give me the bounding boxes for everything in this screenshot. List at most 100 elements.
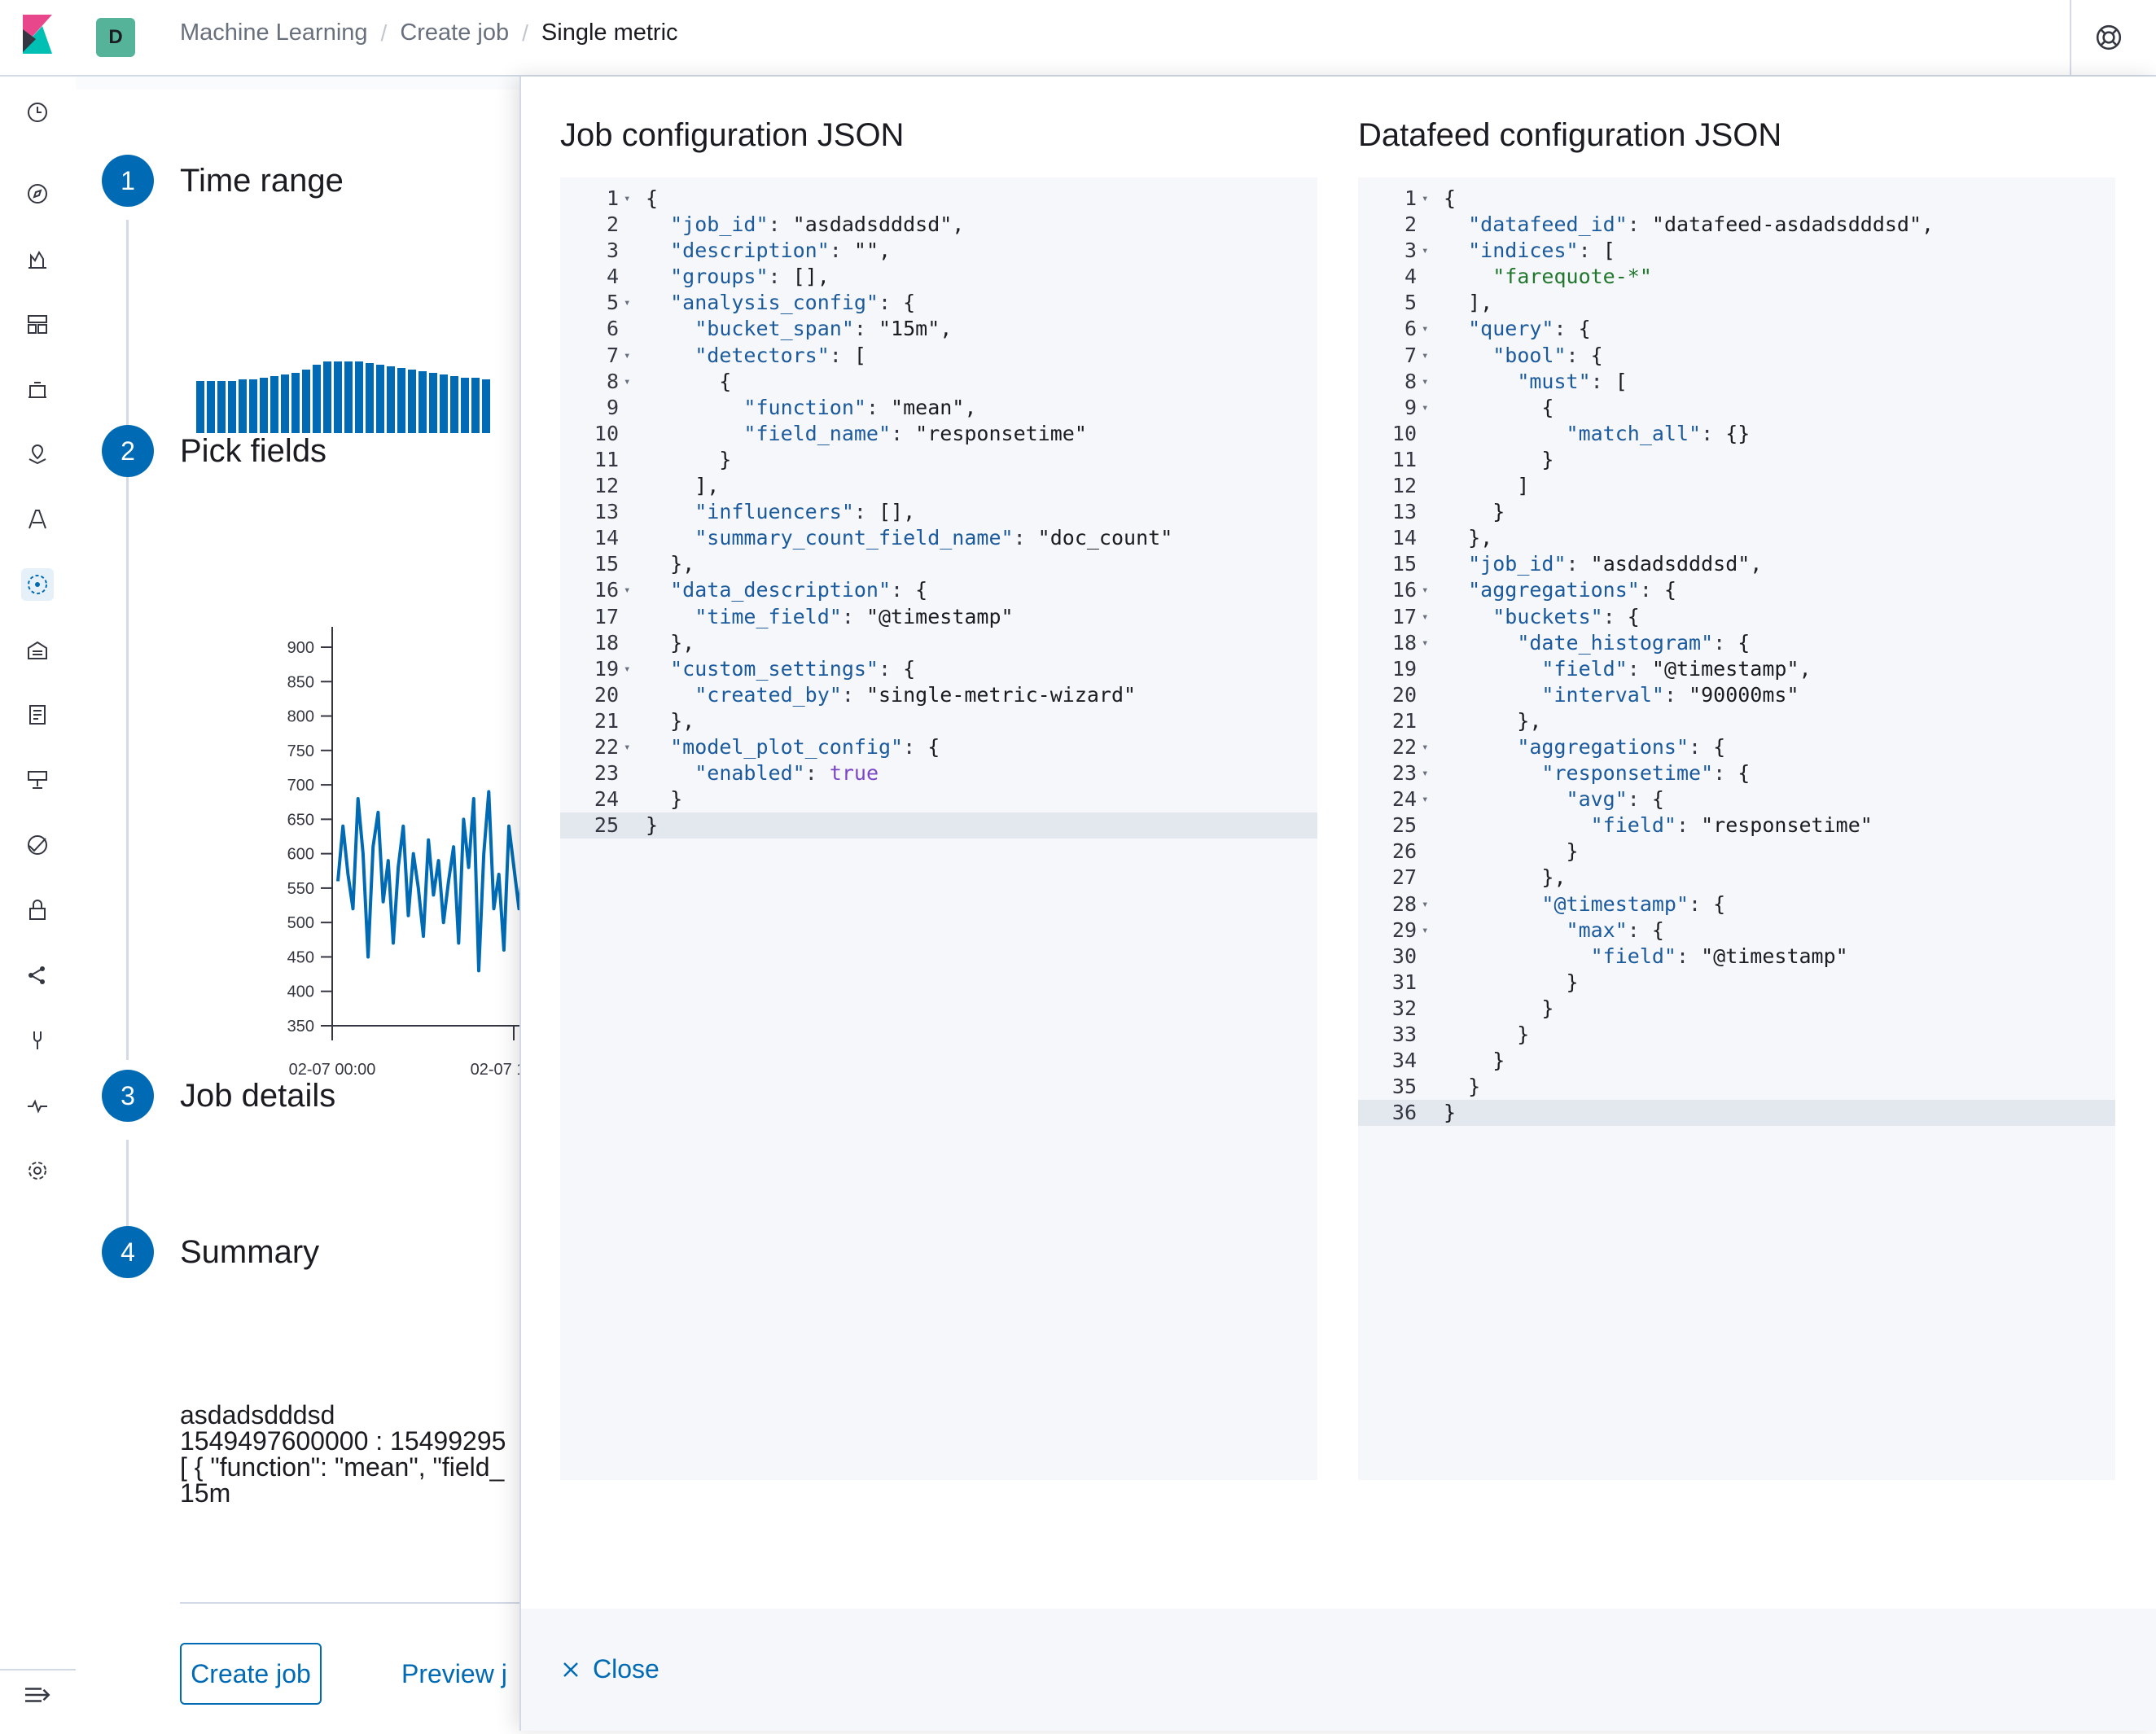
help-icon[interactable] [2070, 0, 2146, 75]
code-text: "aggregations": { [1444, 734, 1725, 760]
code-text: "field": "@timestamp", [1444, 656, 1812, 682]
fold-toggle-icon[interactable]: ▾ [1422, 343, 1428, 369]
infra-icon[interactable] [21, 633, 54, 666]
fold-toggle-icon[interactable]: ▾ [624, 186, 630, 212]
fold-toggle-icon[interactable]: ▾ [1422, 917, 1428, 944]
logs-icon[interactable] [21, 698, 54, 731]
fold-toggle-icon[interactable]: ▾ [624, 577, 630, 603]
create-job-button[interactable]: Create job [180, 1643, 322, 1705]
security-icon[interactable] [21, 894, 54, 926]
code-lines: 1 ▾{2 "job_id": "asdadsdddsd", 3 "descript… [560, 186, 1317, 839]
collapse-nav-icon[interactable] [21, 1679, 54, 1711]
flyout-footer: Close [521, 1609, 2156, 1731]
line-number: 25 [1358, 812, 1417, 839]
y-tick-label: 700 [287, 777, 314, 795]
code-text: } [646, 786, 682, 812]
canvas-icon[interactable] [21, 373, 54, 405]
line-number: 19 [560, 656, 619, 682]
code-line: 7 ▾ "bool": { [1358, 343, 2115, 369]
code-line: 30 "field": "@timestamp" [1358, 944, 2115, 970]
fold-toggle-icon[interactable]: ▾ [1422, 238, 1428, 264]
fold-toggle-icon[interactable]: ▾ [624, 734, 630, 760]
fold-toggle-icon[interactable]: ▾ [1422, 630, 1428, 656]
histogram-bar [217, 381, 226, 433]
code-line: 2 "datafeed_id": "datafeed-asdadsdddsd", [1358, 212, 2115, 238]
space-avatar[interactable]: D [96, 18, 135, 57]
histogram-bar [334, 361, 342, 433]
code-line: 24 ▾ "avg": { [1358, 786, 2115, 812]
fold-toggle-icon[interactable]: ▾ [1422, 369, 1428, 395]
fold-toggle-icon[interactable]: ▾ [1422, 786, 1428, 812]
line-number: 9 [560, 395, 619, 421]
breadcrumb-create-job[interactable]: Create job [400, 20, 509, 46]
uptime-icon[interactable] [21, 764, 54, 796]
code-line: 24 } [560, 786, 1317, 812]
line-number: 15 [1358, 551, 1417, 577]
management-icon[interactable] [21, 1154, 54, 1187]
fold-toggle-icon[interactable]: ▾ [1422, 734, 1428, 760]
siem-icon[interactable] [21, 829, 54, 861]
code-text: "custom_settings": { [646, 656, 915, 682]
close-button[interactable]: Close [562, 1654, 660, 1684]
histogram-bar [355, 361, 363, 433]
fold-toggle-icon[interactable]: ▾ [1422, 604, 1428, 630]
code-line: 5 ▾ "analysis_config": { [560, 290, 1317, 316]
breadcrumb-ml[interactable]: Machine Learning [180, 20, 368, 46]
histogram-bar [461, 378, 469, 433]
fold-toggle-icon[interactable]: ▾ [624, 369, 630, 395]
code-line: 10 "field_name": "responsetime" [560, 421, 1317, 447]
dashboard-icon[interactable] [21, 308, 54, 340]
code-text: }, [646, 551, 695, 577]
code-line: 26 } [1358, 839, 2115, 865]
fold-toggle-icon[interactable]: ▾ [1422, 395, 1428, 421]
fold-toggle-icon[interactable]: ▾ [1422, 577, 1428, 603]
y-tick-label: 550 [287, 880, 314, 898]
line-number: 3 [560, 238, 619, 264]
dev-tools-icon[interactable] [21, 1024, 54, 1057]
fold-toggle-icon[interactable]: ▾ [624, 290, 630, 316]
fold-toggle-icon[interactable]: ▾ [1422, 760, 1428, 786]
code-line: 12 ] [1358, 473, 2115, 499]
y-tick-label: 850 [287, 673, 314, 691]
compass-icon[interactable] [21, 177, 54, 210]
visualize-icon[interactable] [21, 243, 54, 275]
line-number: 23 [1358, 760, 1417, 786]
fold-toggle-icon[interactable]: ▾ [1422, 891, 1428, 917]
line-number: 34 [1358, 1048, 1417, 1074]
histogram-bar [376, 365, 384, 433]
code-text: "aggregations": { [1444, 577, 1676, 603]
datafeed-json-editor[interactable]: 1 ▾ {2 "datafeed_id": "datafeed-asdadsddds… [1358, 177, 2115, 1480]
code-line: 29 ▾ "max": { [1358, 917, 2115, 944]
line-number: 19 [1358, 656, 1417, 682]
line-number: 16 [1358, 577, 1417, 603]
y-tick-label: 600 [287, 846, 314, 864]
code-line: 1 ▾{ [1358, 186, 2115, 212]
graph-icon[interactable] [21, 959, 54, 992]
code-line: 34 } [1358, 1048, 2115, 1074]
fold-toggle-icon[interactable]: ▾ [1422, 316, 1428, 342]
code-line: 22 ▾ "model_plot_config": { [560, 734, 1317, 760]
step-number-2: 2 [102, 425, 154, 477]
code-text: "match_all": {} [1444, 421, 1750, 447]
line-number: 25 [560, 812, 619, 839]
apm-icon[interactable] [21, 503, 54, 536]
histogram-bar [366, 363, 374, 433]
step-title-pick-fields: Pick fields [180, 433, 326, 470]
maps-icon[interactable] [21, 438, 54, 471]
preview-job-button[interactable]: Preview j [401, 1659, 507, 1689]
fold-toggle-icon[interactable]: ▾ [624, 343, 630, 369]
step-number-1: 1 [102, 155, 154, 207]
line-number: 14 [1358, 525, 1417, 551]
histogram-bar [239, 379, 247, 433]
fold-toggle-icon[interactable]: ▾ [1422, 186, 1428, 212]
kibana-logo-icon[interactable] [18, 15, 57, 54]
code-text: } [1444, 447, 1553, 473]
job-json-editor[interactable]: 1 ▾{2 "job_id": "asdadsdddsd", 3 "descript… [560, 177, 1317, 1480]
monitoring-icon[interactable] [21, 1089, 54, 1122]
histogram-bar [260, 378, 268, 433]
line-number: 36 [1358, 1100, 1417, 1126]
fold-toggle-icon[interactable]: ▾ [624, 656, 630, 682]
ml-icon[interactable] [21, 568, 54, 601]
clock-icon[interactable] [21, 96, 54, 129]
code-text: { [646, 369, 731, 395]
